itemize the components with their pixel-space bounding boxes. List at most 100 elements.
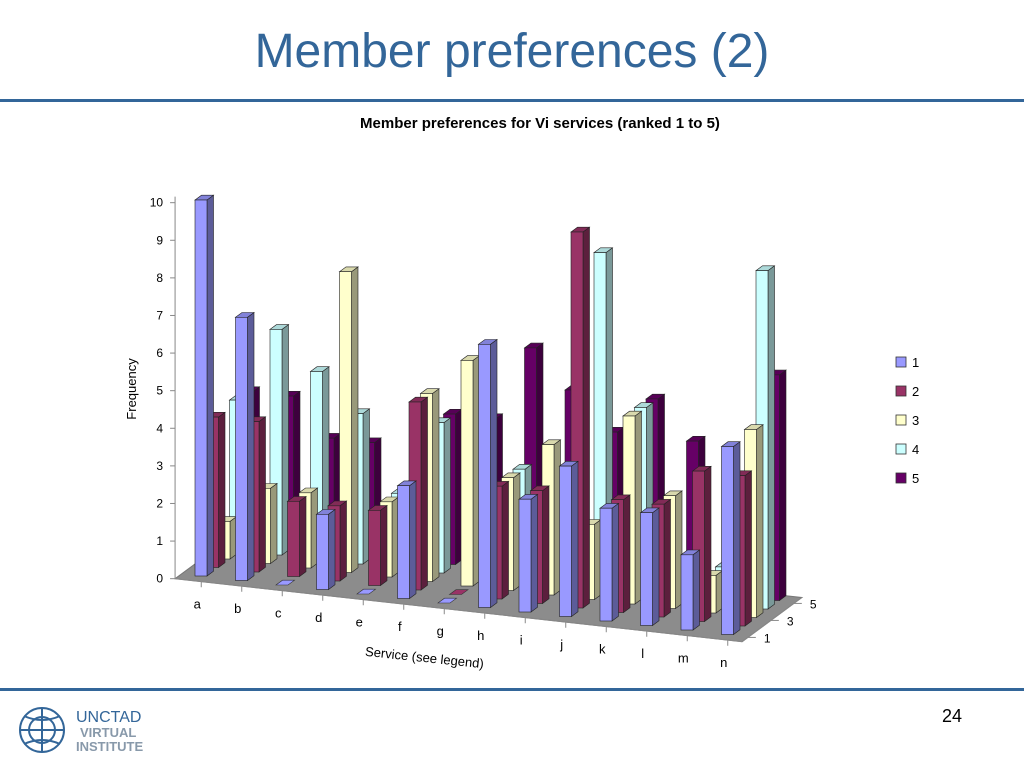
bar-side (299, 495, 307, 578)
bar-side (756, 424, 764, 619)
bar-side (328, 508, 336, 591)
y-tick-label: 10 (150, 196, 164, 210)
bar-side (409, 480, 417, 600)
bar (368, 509, 381, 586)
bar (235, 317, 248, 581)
bar-side (420, 396, 428, 591)
bar-side (582, 226, 590, 609)
bar (194, 199, 208, 577)
chart-title: Member preferences for Vi services (rank… (360, 115, 720, 132)
x-category-label: d (315, 610, 322, 625)
bar-side (663, 498, 671, 618)
legend-label: 3 (912, 413, 919, 428)
bar (316, 513, 329, 590)
bar-side (744, 470, 752, 627)
bar-side (623, 494, 631, 614)
bar-side (490, 338, 498, 609)
bar (721, 446, 734, 635)
x-category-label: f (398, 619, 402, 634)
bar-side (542, 485, 550, 605)
bar (599, 507, 613, 622)
bar (559, 465, 572, 617)
x-category-label: a (194, 596, 202, 611)
x-category-label: e (356, 614, 363, 629)
bar (287, 500, 300, 577)
x-category-label: k (599, 641, 606, 656)
bar-side (530, 493, 538, 613)
x-axis-title: Service (see legend) (364, 644, 484, 671)
bar (460, 360, 474, 587)
y-tick-label: 6 (156, 346, 163, 360)
page-number: 24 (941, 706, 962, 726)
bar-side (339, 500, 347, 582)
bar-side (704, 465, 712, 623)
unctad-virtual-institute-logo: UNCTAD VIRTUAL INSTITUTE (19, 707, 143, 754)
legend-swatch (895, 414, 907, 426)
x-category-label: j (559, 637, 563, 652)
x-category-label: h (477, 628, 484, 643)
x-category-label: g (437, 623, 444, 638)
bar-side (206, 194, 214, 577)
bar-side (611, 502, 619, 622)
bar-side (218, 411, 226, 569)
bar-side (380, 504, 388, 587)
depth-tick-label: 1 (764, 631, 771, 645)
y-tick-label: 0 (156, 572, 163, 586)
bar-side (733, 441, 741, 636)
x-category-label: c (275, 605, 282, 620)
logo-text-virtual: VIRTUAL (80, 725, 136, 740)
legend-swatch (895, 443, 907, 455)
bar-side (767, 265, 775, 610)
legend-swatch (895, 472, 907, 484)
depth-tick-label: 5 (810, 597, 817, 611)
y-tick-label: 2 (156, 496, 163, 510)
bar-side (270, 482, 278, 565)
bar-side (258, 416, 266, 573)
y-axis-title: Frequency (124, 358, 139, 420)
legend-swatch (895, 385, 907, 397)
y-tick-label: 1 (156, 534, 163, 548)
bar-flat (437, 597, 458, 604)
depth-tick-label: 3 (787, 614, 794, 628)
bar-flat (275, 579, 296, 586)
footer-divider (0, 688, 1024, 691)
bar-side (652, 507, 660, 627)
bar-side (247, 311, 255, 582)
legend-label: 1 (912, 355, 919, 370)
bar (397, 485, 410, 599)
y-tick-label: 7 (156, 308, 163, 322)
bar-side (351, 266, 359, 574)
y-tick-label: 5 (156, 384, 163, 398)
logo-text-unctad: UNCTAD (76, 709, 141, 726)
bar-side (432, 388, 440, 583)
bar-side (443, 417, 451, 574)
bar-side (571, 460, 579, 618)
y-tick-label: 3 (156, 459, 163, 473)
x-category-label: n (720, 655, 727, 670)
bar-flat (356, 588, 377, 595)
bar-side (692, 549, 700, 631)
y-tick-label: 9 (156, 233, 163, 247)
title-divider (0, 99, 1024, 102)
depth-axis-line (741, 597, 803, 643)
legend-label: 2 (912, 384, 919, 399)
logo-text-institute: INSTITUTE (76, 739, 143, 754)
bar-chart-3d: Member preferences for Vi services (rank… (124, 115, 919, 671)
bar (640, 512, 653, 626)
bar-side (779, 369, 787, 602)
x-axis-line (175, 578, 743, 643)
y-tick-label: 4 (156, 421, 163, 435)
legend-label: 4 (912, 442, 919, 457)
legend-swatch (895, 356, 907, 368)
x-category-label: m (678, 650, 689, 665)
bar (680, 554, 694, 631)
x-category-label: l (641, 646, 644, 661)
bar-side (501, 480, 509, 600)
bar (518, 498, 532, 613)
bar-flat (448, 589, 469, 595)
bar (478, 344, 491, 608)
y-tick-label: 8 (156, 271, 163, 285)
x-category-label: b (234, 601, 241, 616)
x-category-label: i (520, 632, 523, 647)
slide-title: Member preferences (2) (254, 25, 770, 78)
